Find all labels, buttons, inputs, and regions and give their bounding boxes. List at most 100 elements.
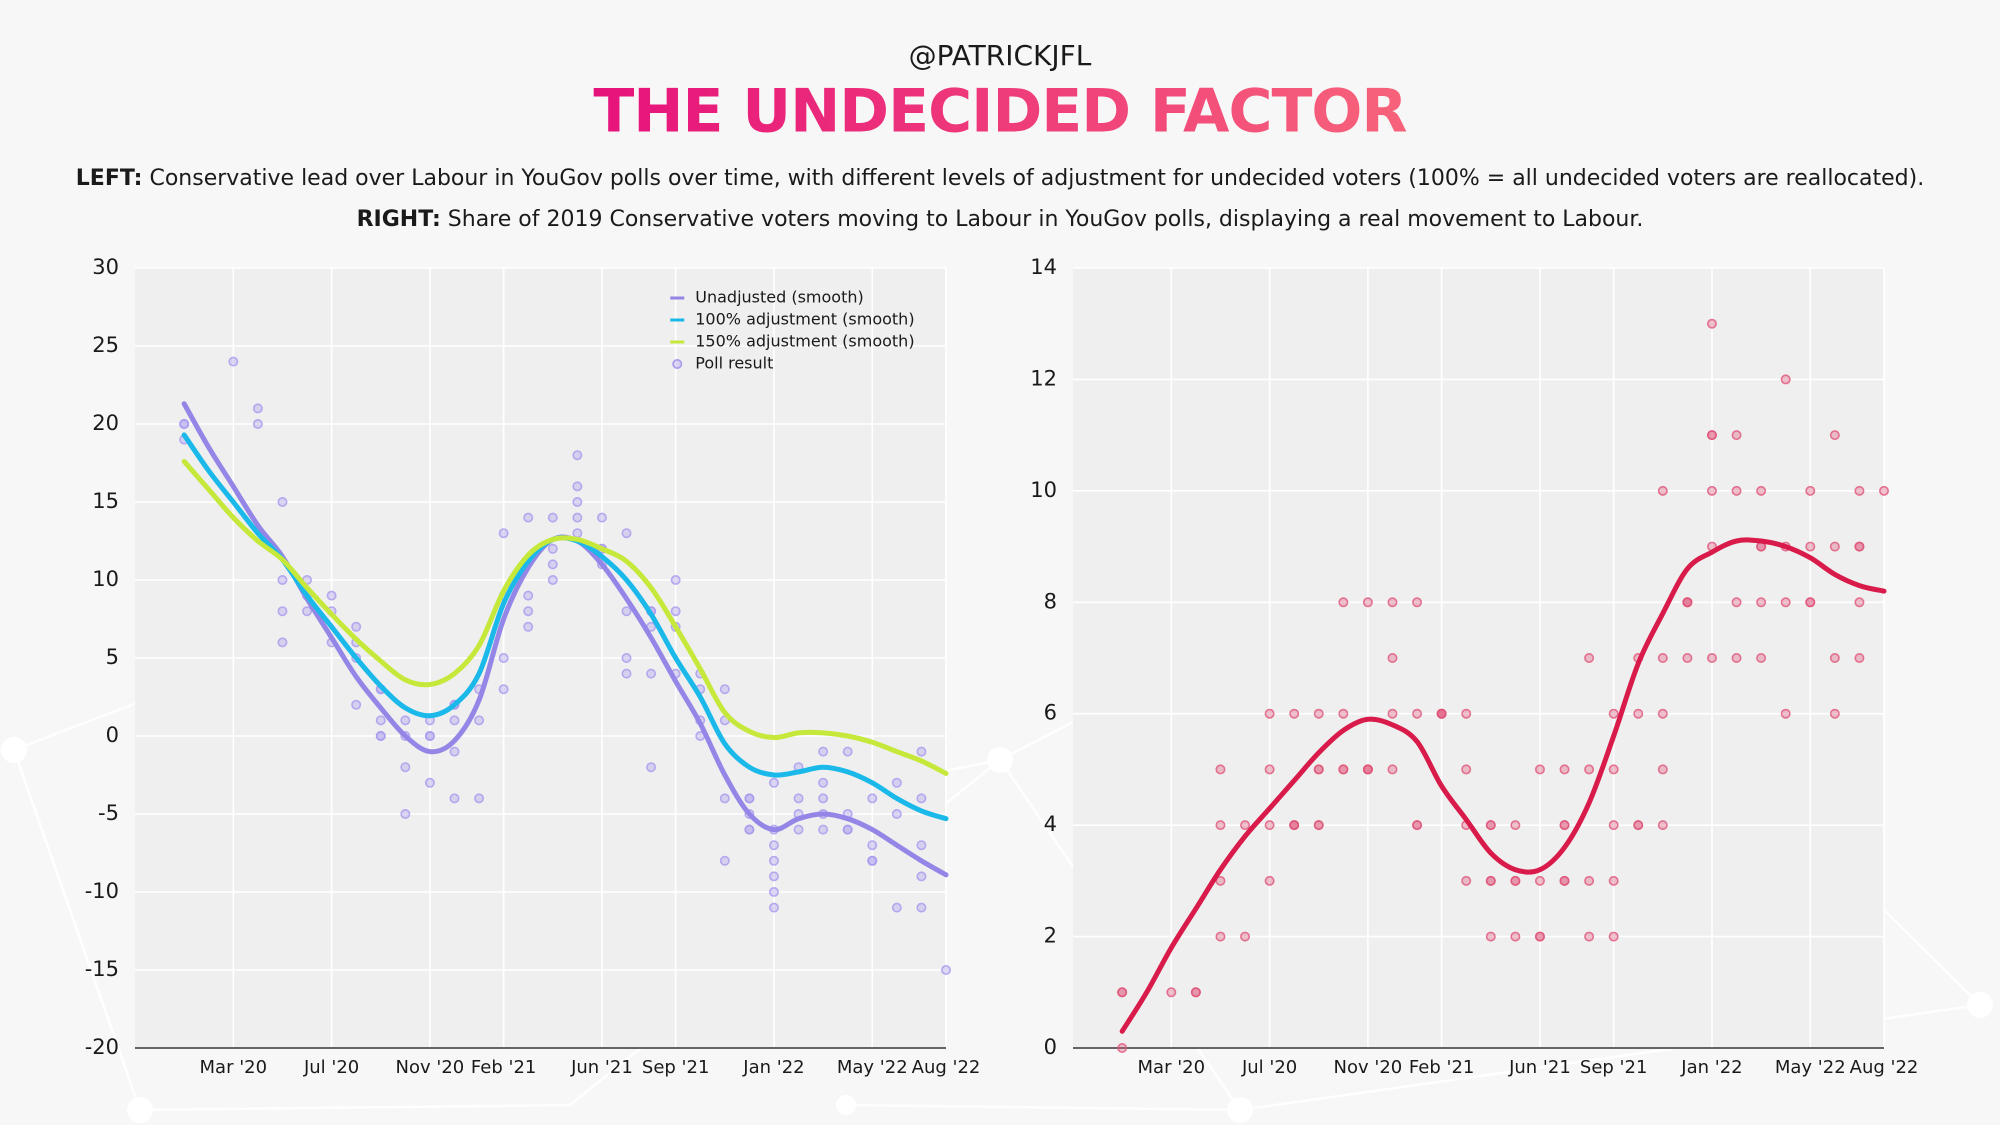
poll-point (719, 855, 730, 866)
poll-point (449, 746, 460, 757)
title: THE UNDECIDED FACTOR (593, 77, 1406, 147)
y-tick-label: 20 (92, 411, 119, 435)
y-tick-label: -15 (85, 957, 119, 981)
poll-point (523, 590, 534, 601)
poll-point (1657, 652, 1668, 663)
poll-point (351, 699, 362, 710)
legend: Unadjusted (smooth) 100% adjustment (smoo… (670, 288, 915, 373)
x-tick-label: Jun '21 (1508, 1057, 1571, 1078)
poll-point (1608, 764, 1619, 775)
handle: @PATRICKJFL (909, 39, 1092, 72)
poll-point (940, 964, 951, 975)
poll-point (916, 746, 927, 757)
poll-point (474, 715, 485, 726)
poll-point (1240, 820, 1251, 831)
poll-point (1731, 485, 1742, 496)
poll-point (1780, 374, 1791, 385)
poll-point (1387, 764, 1398, 775)
poll-point (1756, 652, 1767, 663)
plot: 0 2 4 6 8 10 12 14 Mar '20 Jul '20 Nov '20 Feb '21 J… (1030, 255, 1918, 1078)
poll-point (818, 824, 829, 835)
poll-point (1657, 820, 1668, 831)
poll-point (1608, 931, 1619, 942)
poll-point (547, 543, 558, 554)
poll-point (277, 606, 288, 617)
poll-point (572, 528, 583, 539)
poll-point (1264, 764, 1275, 775)
plot-area (1073, 268, 1884, 1048)
poll-point (1682, 652, 1693, 663)
poll-point (1805, 597, 1816, 608)
poll-point (252, 403, 263, 414)
poll-point (277, 637, 288, 648)
poll-point (1313, 708, 1324, 719)
x-tick-label: Jan '22 (1680, 1057, 1742, 1078)
poll-point (1412, 708, 1423, 719)
poll-point (744, 824, 755, 835)
poll-point (1338, 764, 1349, 775)
poll-point (793, 793, 804, 804)
poll-point (1731, 597, 1742, 608)
poll-point (326, 590, 337, 601)
poll-point (1264, 820, 1275, 831)
poll-point (1559, 875, 1570, 886)
poll-point (1584, 875, 1595, 886)
poll-point (621, 606, 632, 617)
poll-point (1461, 875, 1472, 886)
poll-point (523, 512, 534, 523)
poll-point (1215, 764, 1226, 775)
poll-point (1362, 597, 1373, 608)
y-tick-label: 5 (106, 645, 119, 669)
poll-point (1756, 597, 1767, 608)
poll-point (818, 746, 829, 757)
poll-point (1756, 485, 1767, 496)
poll-point (818, 777, 829, 788)
x-tick-label: Jul '20 (303, 1057, 359, 1078)
poll-point (1485, 931, 1496, 942)
poll-point (867, 855, 878, 866)
poll-point (1829, 430, 1840, 441)
poll-point (1854, 485, 1865, 496)
poll-point (1584, 652, 1595, 663)
poll-point (1436, 708, 1447, 719)
decoration-nodes (1, 737, 1993, 1123)
x-tick-label: May '22 (837, 1057, 908, 1078)
poll-point (1485, 875, 1496, 886)
poll-point (1412, 597, 1423, 608)
legend-label: Poll result (695, 354, 773, 373)
poll-point (547, 559, 558, 570)
x-tick-label: Mar '20 (200, 1057, 268, 1078)
trend-line (181, 458, 949, 776)
legend-marker (672, 358, 683, 369)
poll-point (1608, 875, 1619, 886)
poll-point (1387, 652, 1398, 663)
x-tick-label: Nov '20 (396, 1057, 465, 1078)
poll-point (449, 793, 460, 804)
poll-point (1338, 708, 1349, 719)
y-tick-label: 12 (1030, 366, 1057, 390)
poll-point (1731, 652, 1742, 663)
x-tick-label: Jul '20 (1241, 1057, 1297, 1078)
poll-point (375, 715, 386, 726)
poll-point (277, 574, 288, 585)
poll-point (1215, 931, 1226, 942)
y-tick-label: -10 (85, 879, 119, 903)
y-tick-label: 10 (92, 567, 119, 591)
poll-point (1633, 708, 1644, 719)
poll-point (572, 481, 583, 492)
poll-point (1510, 931, 1521, 942)
subtitle-left: LEFT: Conservative lead over Labour in Yo… (76, 166, 1924, 191)
y-tick-label: 30 (92, 255, 119, 279)
poll-point (621, 652, 632, 663)
y-tick-label: 8 (1044, 589, 1057, 613)
poll-point (1608, 820, 1619, 831)
x-tick-label: Feb '21 (471, 1057, 536, 1078)
poll-point (1534, 764, 1545, 775)
poll-point (1289, 708, 1300, 719)
poll-point (1780, 597, 1791, 608)
legend-label: Unadjusted (smooth) (695, 288, 864, 307)
poll-point (891, 902, 902, 913)
x-tick-label: Nov '20 (1334, 1057, 1403, 1078)
poll-point (1240, 931, 1251, 942)
poll-point (302, 606, 313, 617)
